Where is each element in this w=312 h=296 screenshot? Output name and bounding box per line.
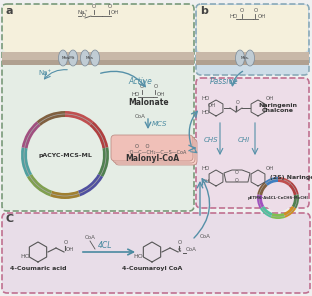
Text: 4-Coumaroyl CoA: 4-Coumaroyl CoA [122, 266, 182, 271]
Text: OH: OH [202, 179, 210, 184]
Text: CoA: CoA [200, 234, 211, 239]
Ellipse shape [59, 50, 67, 66]
Wedge shape [78, 174, 103, 196]
Text: OH: OH [266, 166, 274, 171]
Text: OH: OH [266, 96, 274, 101]
FancyBboxPatch shape [196, 78, 309, 208]
Text: HO: HO [20, 254, 30, 259]
Text: O: O [64, 240, 68, 245]
Wedge shape [278, 177, 291, 186]
Wedge shape [50, 191, 80, 199]
Ellipse shape [69, 50, 77, 66]
Ellipse shape [236, 50, 245, 66]
Text: Malonyl-CoA: Malonyl-CoA [125, 154, 179, 163]
Wedge shape [271, 213, 285, 219]
Wedge shape [27, 174, 52, 196]
Text: MCS: MCS [152, 121, 168, 127]
Text: (2S) Naringenin: (2S) Naringenin [270, 176, 312, 181]
Wedge shape [260, 206, 272, 218]
Text: OH: OH [66, 247, 74, 252]
Text: CHS: CHS [204, 137, 219, 143]
Text: CoA: CoA [85, 235, 96, 240]
Circle shape [30, 120, 100, 190]
Text: O: O [154, 84, 158, 89]
Text: MnsMt: MnsMt [61, 56, 75, 60]
Wedge shape [288, 182, 299, 195]
Ellipse shape [246, 50, 255, 66]
Text: O    O: O O [135, 144, 149, 149]
Text: O: O [140, 84, 144, 89]
FancyBboxPatch shape [115, 139, 197, 165]
Text: O: O [254, 8, 258, 13]
FancyBboxPatch shape [196, 4, 309, 75]
Text: Naringenin
Chalcone: Naringenin Chalcone [259, 103, 298, 113]
Wedge shape [292, 194, 299, 208]
Text: Na⁺: Na⁺ [38, 70, 51, 76]
Text: HO: HO [202, 96, 210, 101]
Text: HO: HO [133, 254, 143, 259]
Text: HO: HO [202, 166, 210, 171]
Text: Mcs: Mcs [86, 56, 94, 60]
Text: pETM6-At4CL-CnCHS-MvCHI: pETM6-At4CL-CnCHS-MvCHI [247, 196, 309, 200]
Text: OH: OH [111, 10, 119, 15]
Text: O: O [178, 240, 182, 245]
FancyBboxPatch shape [2, 4, 194, 211]
Text: O: O [236, 100, 240, 105]
Text: Active: Active [128, 77, 152, 86]
Wedge shape [90, 121, 108, 148]
Text: Malonate: Malonate [129, 98, 169, 107]
Text: ⁻O—C—CH₂—C—S—CoA: ⁻O—C—CH₂—C—S—CoA [128, 150, 188, 155]
Text: OH: OH [258, 14, 266, 19]
FancyBboxPatch shape [197, 5, 308, 52]
Text: OH: OH [157, 92, 165, 97]
Text: O: O [240, 8, 244, 13]
Wedge shape [257, 194, 264, 208]
Circle shape [264, 184, 292, 212]
Wedge shape [284, 206, 296, 218]
Ellipse shape [80, 50, 90, 66]
Text: HO: HO [132, 92, 140, 97]
FancyBboxPatch shape [113, 137, 195, 163]
Bar [196, 52, 309, 60]
Ellipse shape [90, 50, 100, 66]
Wedge shape [265, 177, 278, 186]
Text: Passive: Passive [210, 77, 239, 86]
FancyBboxPatch shape [111, 135, 193, 161]
Wedge shape [37, 111, 65, 126]
Text: CoA: CoA [135, 114, 146, 119]
Text: O: O [108, 4, 112, 9]
Text: b: b [200, 6, 208, 16]
Bar [2, 60, 194, 65]
Text: 4CL: 4CL [98, 241, 112, 250]
Text: 4-Coumaric acid: 4-Coumaric acid [10, 266, 66, 271]
Text: a: a [6, 6, 13, 16]
Wedge shape [22, 121, 41, 148]
Text: Mcs.: Mcs. [241, 56, 250, 60]
Bar [2, 52, 194, 60]
Text: O: O [92, 4, 96, 9]
Text: Na⁺: Na⁺ [78, 10, 89, 15]
Text: HO: HO [202, 110, 210, 115]
Wedge shape [257, 182, 268, 195]
Bar [196, 60, 309, 65]
FancyBboxPatch shape [3, 5, 193, 52]
Text: C: C [6, 214, 14, 224]
Text: O: O [235, 170, 239, 175]
Text: pACYC-MCS-ML: pACYC-MCS-ML [38, 152, 92, 157]
FancyBboxPatch shape [2, 213, 310, 293]
Text: CoA: CoA [186, 247, 197, 252]
Text: HO: HO [230, 14, 238, 19]
Wedge shape [65, 111, 93, 126]
Wedge shape [98, 147, 109, 177]
Text: OH: OH [208, 103, 217, 108]
Text: S: S [178, 248, 182, 253]
Text: CHI: CHI [238, 137, 250, 143]
Text: O: O [235, 178, 239, 183]
Wedge shape [21, 147, 32, 177]
Text: O: O [82, 13, 86, 18]
